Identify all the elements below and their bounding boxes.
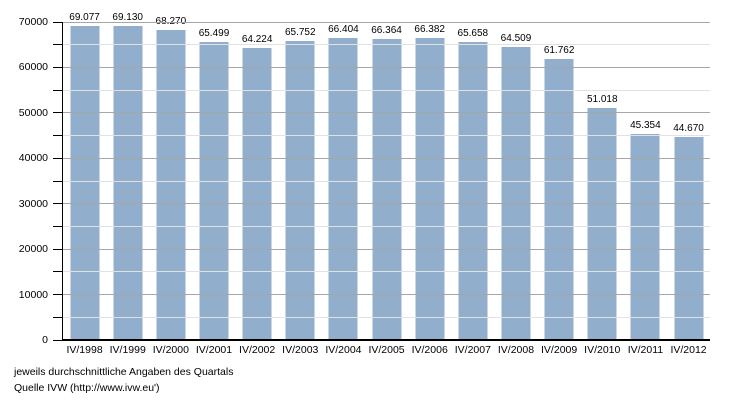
y-axis-line <box>62 22 63 340</box>
bar <box>328 38 358 340</box>
bar-value-label: 65.499 <box>198 28 230 40</box>
bar-value-label: 68.270 <box>155 15 187 27</box>
x-axis-label: IV/2008 <box>497 344 535 356</box>
y-axis-label: 60000 <box>18 61 48 74</box>
bar <box>630 133 660 340</box>
bar-column: 45.354 <box>624 22 667 340</box>
bar <box>113 25 143 340</box>
y-axis-tick <box>53 294 62 296</box>
bar-value-label: 51.018 <box>586 94 618 106</box>
y-axis-label: 30000 <box>18 197 48 210</box>
x-axis-label: IV/2007 <box>454 344 491 356</box>
bar-column: 66.364 <box>365 22 408 340</box>
y-axis-tick <box>53 339 62 341</box>
bar-value-label: 66.382 <box>414 24 445 36</box>
y-axis-tick <box>53 21 62 23</box>
x-axis-label: IV/2010 <box>584 344 621 356</box>
bar-column: 65.752 <box>279 22 322 340</box>
bar-value-label: 65.658 <box>457 27 489 39</box>
y-axis-tick <box>53 135 62 137</box>
x-axis-label: IV/2009 <box>541 344 578 356</box>
x-axis-label: IV/2001 <box>195 344 233 356</box>
bar <box>156 29 186 340</box>
bar-value-label: 65.752 <box>284 27 316 39</box>
bar-value-label: 45.354 <box>630 119 661 131</box>
x-axis-label: IV/2004 <box>325 344 362 356</box>
y-axis-tick <box>53 66 62 68</box>
y-axis-tick <box>53 112 62 114</box>
bar-value-label: 61.762 <box>543 45 575 57</box>
bar-value-label: 69.077 <box>69 12 100 24</box>
chart-source: Quelle IVW (http://www.ivw.eu') <box>14 382 160 394</box>
bar-value-label: 66.404 <box>328 24 359 36</box>
y-axis-tick <box>53 157 62 159</box>
bar-column: 69.077 <box>63 12 106 340</box>
bar-column: 66.382 <box>408 22 451 340</box>
bar-column: 68.270 <box>149 16 192 340</box>
bar-value-label: 64.224 <box>241 34 273 46</box>
bar-column: 65.499 <box>192 22 235 340</box>
bar <box>587 108 617 340</box>
y-axis-tick <box>53 271 62 273</box>
bar-column: 64.509 <box>494 22 537 340</box>
y-axis-tick <box>53 316 62 318</box>
x-axis-label: IV/2003 <box>282 344 319 356</box>
x-axis-label: IV/1999 <box>109 344 146 356</box>
y-axis-tick <box>53 180 62 182</box>
bar <box>415 38 445 340</box>
plot-area: 69.077 69.130 68.270 65.499 64.224 65.752 66.4… <box>63 12 710 340</box>
bar <box>372 38 402 340</box>
bar-column: 66.404 <box>322 22 365 340</box>
y-axis-tick <box>53 225 62 227</box>
x-axis-line <box>62 339 710 341</box>
bar <box>674 137 704 340</box>
y-axis-label: 50000 <box>18 106 48 119</box>
bar <box>458 41 488 340</box>
y-axis-label: 40000 <box>18 152 48 165</box>
bar-value-label: 44.670 <box>673 123 704 135</box>
x-axis-label: IV/2012 <box>670 344 707 356</box>
x-axis-label: IV/2006 <box>411 344 448 356</box>
y-axis-tick <box>53 203 62 205</box>
bar <box>544 59 574 340</box>
y-axis-label: 70000 <box>18 16 48 28</box>
bar-value-label: 64.509 <box>500 32 532 44</box>
bar-column: 69.130 <box>106 12 149 340</box>
bar-column: 44.670 <box>667 22 710 340</box>
bar <box>501 46 531 340</box>
x-axis-label: IV/2005 <box>368 344 405 356</box>
x-axis-label: IV/2002 <box>239 344 276 356</box>
bar <box>285 41 315 340</box>
y-axis-label: 0 <box>42 334 48 346</box>
bar-column: 65.658 <box>451 22 494 340</box>
y-axis-tick <box>53 248 62 250</box>
bar <box>199 42 229 340</box>
y-axis-tick <box>53 89 62 91</box>
x-axis-label: IV/2000 <box>152 344 189 356</box>
bar-column: 64.224 <box>236 22 279 340</box>
y-axis-tick <box>53 44 62 46</box>
bar-column: 61.762 <box>538 22 581 340</box>
x-axis-label: IV/2011 <box>627 344 664 356</box>
y-axis-label: 10000 <box>18 288 48 301</box>
bar-value-label: 69.130 <box>112 11 143 23</box>
x-axis-label: IV/1998 <box>66 344 103 356</box>
chart-note: jeweils durchschnittliche Angaben des Qu… <box>14 366 234 378</box>
bar-value-label: 66.364 <box>371 24 402 36</box>
x-axis-labels: IV/1998 IV/1999 IV/2000 IV/2001 IV/2002 IV/20… <box>63 344 710 356</box>
bar-column: 51.018 <box>581 22 624 340</box>
y-axis: 0 10000 20000 30000 40000 50000 60000 70000 <box>0 16 62 346</box>
bars-layer: 69.077 69.130 68.270 65.499 64.224 65.752 66.4… <box>63 12 710 340</box>
bar <box>70 26 100 340</box>
y-axis-label: 20000 <box>18 243 48 256</box>
chart-footer: jeweils durchschnittliche Angaben des Qu… <box>14 364 233 396</box>
bar <box>242 48 272 340</box>
